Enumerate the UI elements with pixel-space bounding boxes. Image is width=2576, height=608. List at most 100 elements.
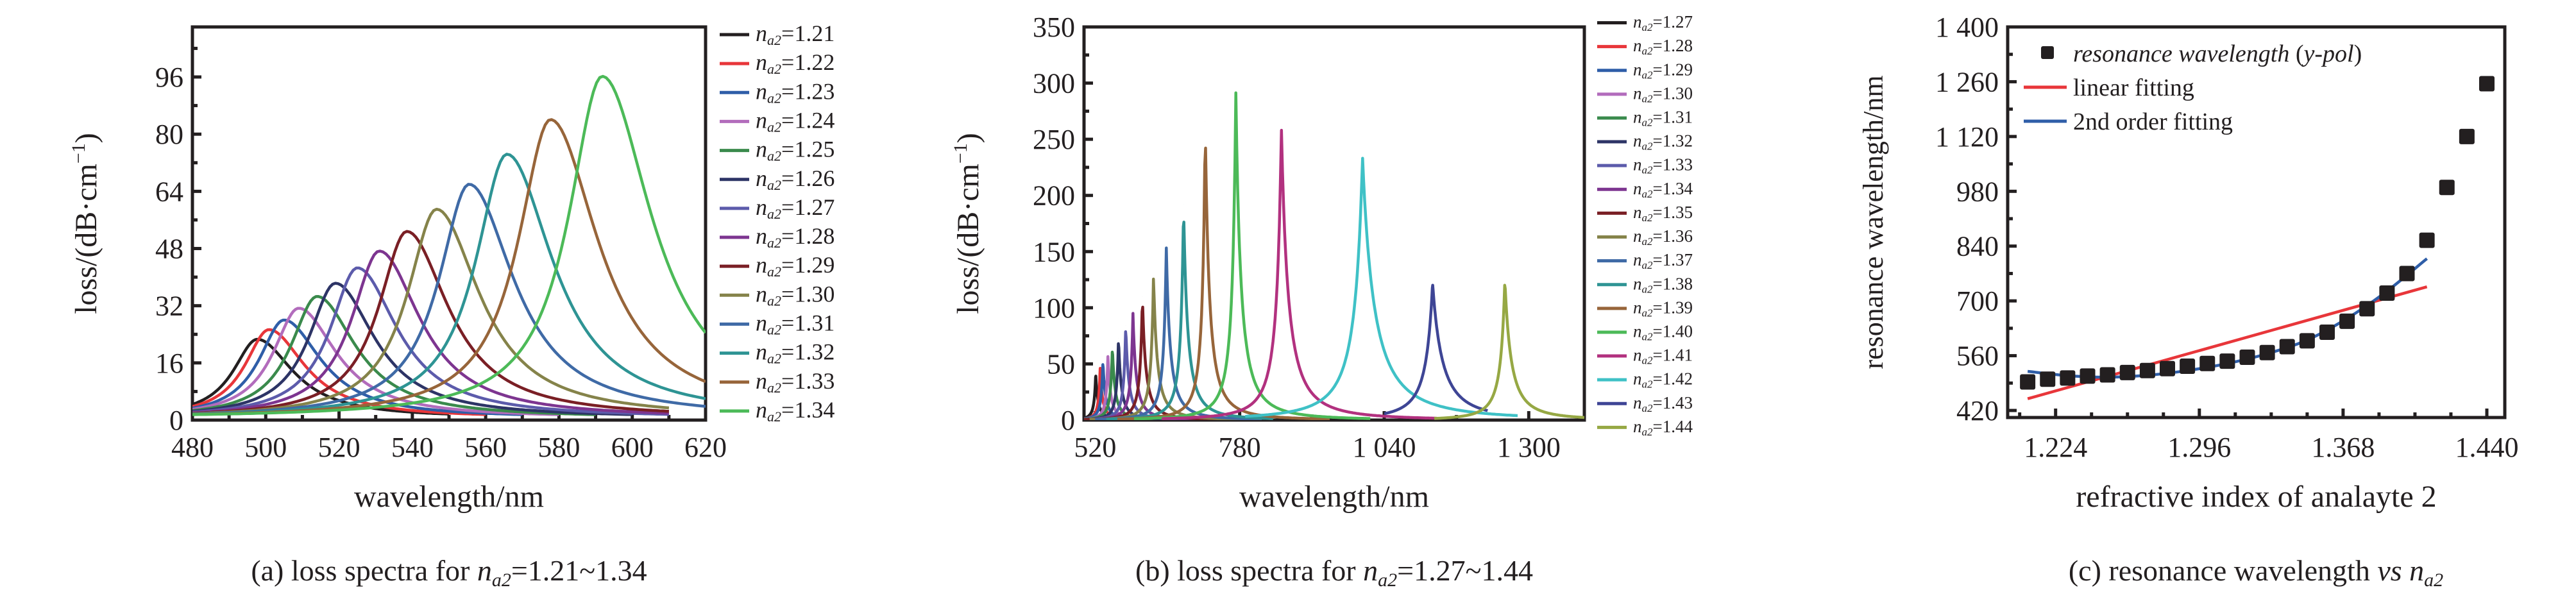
- data-point: [2319, 324, 2335, 340]
- x-tick-label: 1.224: [2024, 432, 2087, 463]
- legend-label: na2=1.29: [1633, 60, 1693, 81]
- x-tick-label: 1.440: [2455, 432, 2518, 463]
- x-tick-label: 780: [1219, 432, 1261, 463]
- data-point: [2359, 301, 2375, 317]
- legend-item: na2=1.30: [1597, 83, 1693, 105]
- y-tick-label: 560: [1956, 341, 1999, 372]
- caption-text: (c) resonance wavelength: [2069, 554, 2377, 587]
- plot-frame: [2006, 25, 2507, 419]
- legend-label: resonance wavelength (y-pol): [2073, 40, 2362, 67]
- legend-label: na2=1.40: [1633, 322, 1693, 343]
- legend-variable: n: [1633, 12, 1642, 31]
- panel-c-resonance-wavelength: 1.224 1.296 1.368 1.440 420 560 700 840 980 1 120…: [1858, 12, 2518, 591]
- legend-variable: n: [756, 137, 767, 162]
- legend-value: 1.34: [1663, 179, 1693, 198]
- legend-subscript: a2: [767, 90, 781, 106]
- legend-label: na2=1.41: [1633, 346, 1693, 367]
- legend-label: na2=1.39: [1633, 298, 1693, 319]
- x-tick-label: 480: [171, 432, 214, 463]
- legend-variable: n: [756, 368, 767, 394]
- y-tick-label: 420: [1956, 395, 1999, 426]
- legend-item: na2=1.43: [1597, 393, 1693, 414]
- y-tick-label: 50: [1047, 348, 1075, 380]
- legend-variable: n: [756, 281, 767, 307]
- legend-value: 1.27: [794, 194, 835, 220]
- series-line: [192, 74, 706, 416]
- legend-value: 1.36: [1663, 226, 1693, 246]
- legend-item: na2=1.28: [720, 223, 835, 251]
- y-tick-label: 350: [1033, 12, 1075, 43]
- data-point: [2479, 76, 2495, 92]
- legend-item: na2=1.41: [1597, 346, 1693, 367]
- legend-variable: n: [1633, 60, 1642, 79]
- legend-subscript: a2: [1642, 331, 1654, 343]
- legend-item: na2=1.24: [720, 108, 835, 135]
- caption-text: (a) loss spectra for: [251, 554, 477, 587]
- data-point: [2259, 344, 2275, 360]
- legend-variable: n: [1633, 131, 1642, 151]
- legend-label: 2nd order fitting: [2073, 108, 2233, 135]
- series-line: [1161, 128, 1437, 420]
- x-axis-label: refractive index of analayte 2: [2076, 480, 2436, 514]
- y-axis-label-text: loss/(dB·cm: [951, 164, 985, 314]
- panel-a-loss-spectra: 480 500 520 540 560 580 600 620 0 16 32 48 64 80 96 wav…: [68, 21, 835, 591]
- legend-label: na2=1.23: [756, 78, 835, 106]
- legend-variable: n: [756, 339, 767, 365]
- legend-label: na2=1.38: [1633, 274, 1693, 295]
- legend-variable: n: [756, 397, 767, 423]
- legend-variable: n: [1633, 155, 1642, 174]
- legend-item: na2=1.40: [1597, 322, 1693, 343]
- legend-subscript: a2: [767, 322, 781, 338]
- data-point: [2239, 350, 2255, 366]
- data-point: [2219, 353, 2235, 369]
- legend-variable: n: [756, 194, 767, 220]
- legend-value: 1.39: [1663, 298, 1693, 317]
- legend-item-linear: linear fitting: [2024, 74, 2194, 101]
- legend-label: na2=1.24: [756, 108, 835, 135]
- caption-subscript: a2: [492, 570, 511, 591]
- legend-item: na2=1.29: [720, 252, 835, 280]
- legend-label: na2=1.30: [1633, 83, 1693, 105]
- data-point: [2379, 285, 2395, 301]
- legend-item: na2=1.21: [720, 21, 835, 48]
- legend-item: na2=1.36: [1597, 226, 1693, 248]
- x-tick-label: 500: [244, 432, 287, 463]
- legend-value: 1.41: [1663, 346, 1693, 365]
- legend-subscript: a2: [1642, 307, 1654, 319]
- legend-value: 1.29: [794, 252, 835, 278]
- legend-value: 1.37: [1663, 250, 1693, 269]
- legend-subscript: a2: [1642, 378, 1654, 391]
- data-point: [2060, 370, 2076, 386]
- series-group: [1084, 89, 1584, 420]
- legend-label: na2=1.33: [1633, 155, 1693, 176]
- legend-item: na2=1.42: [1597, 369, 1693, 391]
- legend-variable: n: [756, 223, 767, 249]
- legend-label: na2=1.29: [756, 252, 835, 280]
- y-tick-label: 1 120: [1935, 121, 1999, 153]
- y-tick-label: 840: [1956, 231, 1999, 262]
- legend-subscript: a2: [1642, 355, 1654, 367]
- legend-label: na2=1.35: [1633, 203, 1693, 224]
- legend-label: na2=1.31: [756, 310, 835, 338]
- series-line: [192, 230, 669, 415]
- caption-subscript: a2: [2424, 570, 2443, 591]
- legend-subscript: a2: [767, 409, 781, 425]
- legend-variable: n: [1633, 417, 1642, 436]
- legend-label: na2=1.37: [1633, 250, 1693, 271]
- legend-variable: n: [1633, 250, 1642, 269]
- y-tick-label: 64: [155, 176, 183, 207]
- legend-subscript: a2: [767, 292, 781, 308]
- legend-label: na2=1.34: [1633, 179, 1693, 200]
- caption-variable: n: [1363, 554, 1378, 587]
- legend-item-resonance: resonance wavelength (y-pol): [2041, 40, 2362, 67]
- legend-label: na2=1.30: [756, 281, 835, 308]
- legend-value: 1.26: [794, 165, 835, 191]
- legend-label-close: ): [2354, 40, 2362, 67]
- legend-item: na2=1.23: [720, 78, 835, 106]
- legend-subscript: a2: [1642, 117, 1654, 129]
- legend-value: 1.33: [1663, 155, 1693, 174]
- data-point: [2180, 359, 2196, 375]
- legend-value: 1.23: [794, 78, 835, 104]
- legend-label: na2=1.42: [1633, 369, 1693, 391]
